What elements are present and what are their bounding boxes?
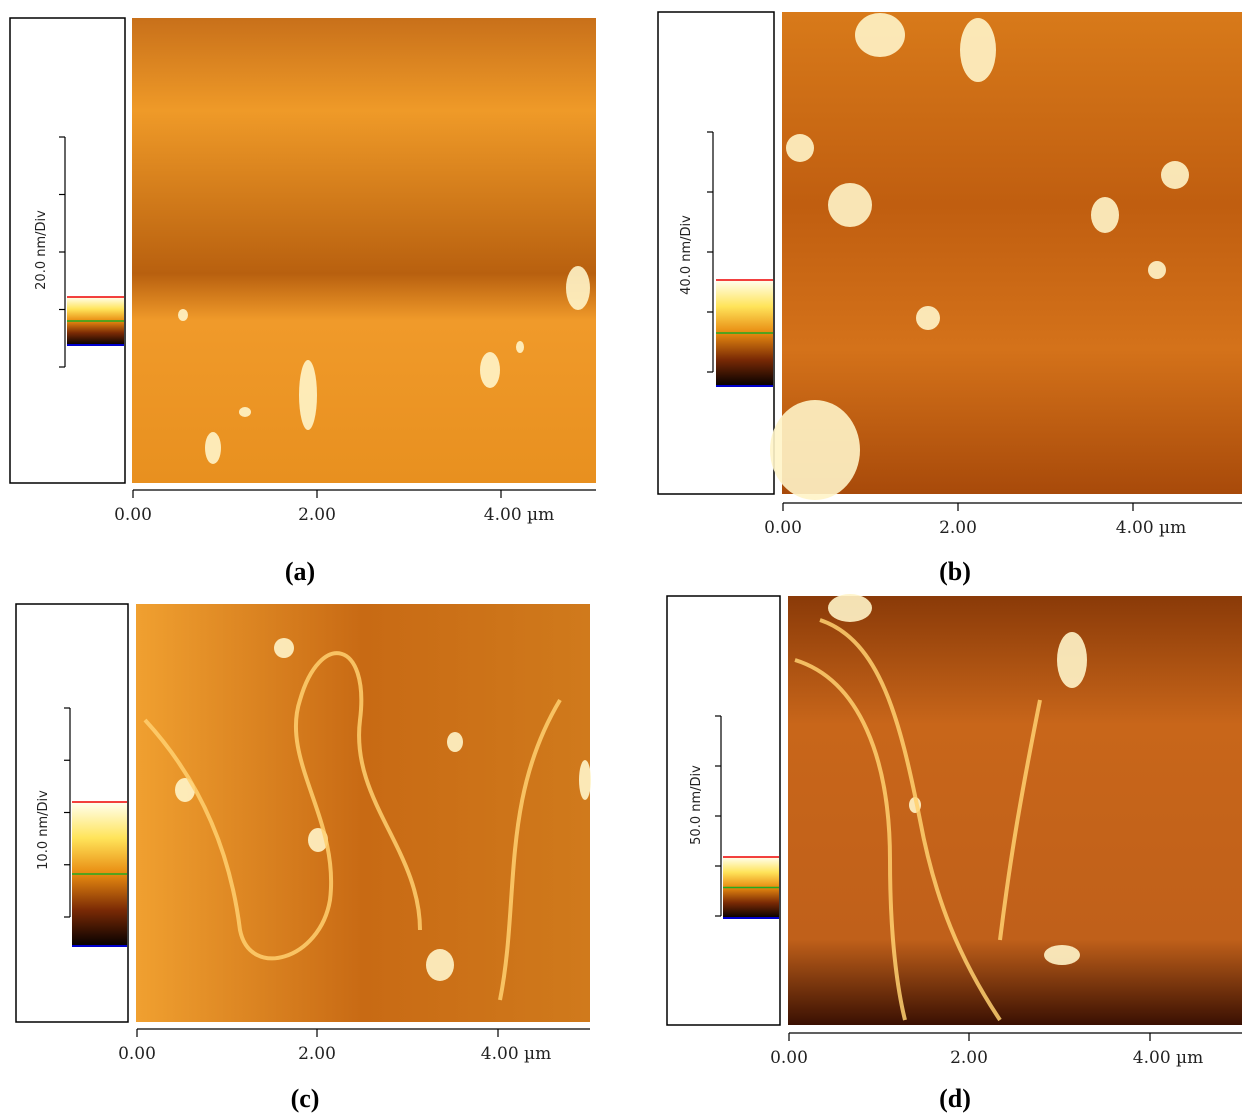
x-tick-label: 0.00	[770, 1048, 808, 1068]
scale-label: 10.0 nm/Div	[36, 790, 51, 870]
afm-feature	[426, 949, 454, 981]
scale-label: 40.0 nm/Div	[679, 215, 694, 295]
afm-feature	[178, 309, 188, 321]
x-tick-label: 2.00	[939, 518, 977, 538]
afm-feature	[274, 638, 294, 658]
afm-feature	[299, 360, 317, 430]
afm-feature	[1148, 261, 1166, 279]
afm-feature	[579, 760, 591, 800]
x-tick-label: 0.00	[764, 518, 802, 538]
afm-image	[788, 596, 1242, 1025]
figure: 20.0 nm/Div 0.00 2.00 4.00 µm (a) 40.0 nm/Div…	[0, 0, 1242, 1117]
afm-feature	[770, 400, 860, 500]
afm-image	[136, 604, 590, 1022]
afm-feature	[239, 407, 251, 417]
scale-label: 20.0 nm/Div	[34, 210, 49, 290]
afm-feature	[855, 13, 905, 57]
afm-image	[132, 18, 596, 483]
x-tick-label: 0.00	[114, 505, 152, 525]
panel-label: (c)	[291, 1084, 320, 1113]
afm-feature	[480, 352, 500, 388]
afm-feature	[1161, 161, 1189, 189]
x-tick-label: 4.00 µm	[1116, 518, 1186, 538]
scale-box	[10, 18, 125, 483]
x-tick-label: 2.00	[298, 1044, 336, 1064]
x-tick-label: 2.00	[298, 505, 336, 525]
afm-feature	[786, 134, 814, 162]
afm-feature	[566, 266, 590, 310]
x-tick-label: 0.00	[118, 1044, 156, 1064]
afm-feature	[1057, 632, 1087, 688]
afm-feature	[1091, 197, 1119, 233]
x-tick-label: 4.00 µm	[481, 1044, 551, 1064]
panel-label: (a)	[285, 557, 315, 586]
panel-label: (d)	[939, 1084, 971, 1113]
x-tick-label: 4.00 µm	[1133, 1048, 1203, 1068]
afm-feature	[828, 183, 872, 227]
scale-box	[667, 596, 780, 1025]
x-tick-label: 2.00	[950, 1048, 988, 1068]
x-tick-label: 4.00 µm	[484, 505, 554, 525]
afm-feature	[447, 732, 463, 752]
afm-feature	[916, 306, 940, 330]
afm-feature	[516, 341, 524, 353]
afm-feature	[960, 18, 996, 82]
afm-feature	[1044, 945, 1080, 965]
afm-feature	[828, 594, 872, 622]
afm-feature	[205, 432, 221, 464]
panel-label: (b)	[939, 557, 971, 586]
scale-box	[658, 12, 774, 494]
scale-label: 50.0 nm/Div	[689, 765, 704, 845]
